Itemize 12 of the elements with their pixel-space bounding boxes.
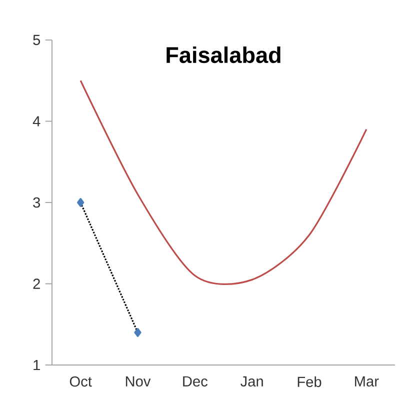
y-tick-label: 3 bbox=[33, 197, 40, 208]
y-tick-label: 5 bbox=[33, 34, 40, 46]
x-tick-label: Nov bbox=[126, 376, 151, 387]
x-tick-label: Dec bbox=[183, 376, 208, 387]
y-tick-label: 4 bbox=[32, 116, 40, 126]
y-tick-label: 1 bbox=[34, 360, 40, 370]
chart-title: Faisalabad bbox=[166, 46, 280, 64]
y-tick-label: 2 bbox=[33, 278, 40, 289]
x-tick-label: Oct bbox=[70, 376, 92, 387]
x-tick-label: Feb bbox=[298, 376, 322, 388]
x-tick-label: Mar bbox=[355, 376, 379, 387]
x-tick-label: Jan bbox=[240, 376, 263, 387]
